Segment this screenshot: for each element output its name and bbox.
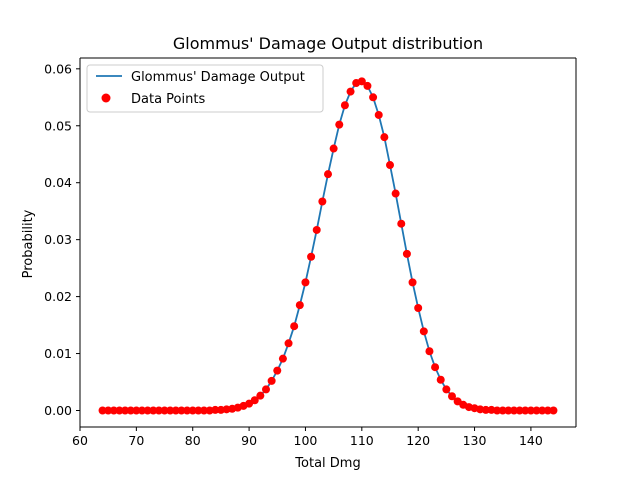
y-tick-label: 0.06 (44, 61, 72, 76)
data-point (414, 303, 423, 312)
data-point (290, 322, 299, 331)
data-point (262, 385, 270, 394)
data-point (397, 219, 406, 228)
data-point (312, 225, 321, 234)
data-point (188, 406, 197, 415)
data-point (515, 406, 524, 415)
data-point (109, 406, 118, 415)
data-point (380, 133, 389, 142)
y-tick-label: 0.03 (44, 232, 72, 247)
data-point (329, 144, 338, 153)
data-point (138, 406, 146, 415)
data-point (549, 406, 558, 415)
y-tick-label: 0.02 (44, 289, 72, 304)
data-point (504, 406, 513, 415)
data-point (160, 406, 169, 415)
y-tick-label: 0.00 (44, 403, 72, 418)
x-tick-label: 70 (128, 433, 144, 448)
data-point (425, 347, 434, 356)
data-point (363, 81, 372, 90)
data-point (532, 406, 541, 415)
data-point (307, 252, 316, 261)
data-point (183, 406, 192, 415)
data-point (521, 406, 530, 415)
data-point (211, 405, 220, 414)
data-point (177, 406, 186, 415)
data-point (149, 406, 158, 415)
legend-box (86, 64, 324, 113)
data-point (143, 406, 152, 415)
data-point (250, 396, 259, 405)
data-point (481, 405, 490, 414)
plot-background (80, 58, 576, 427)
x-tick-label: 130 (463, 433, 487, 448)
data-point (526, 406, 535, 415)
x-tick-label: 90 (241, 433, 257, 448)
data-point (335, 120, 344, 129)
y-axis-label: Probability (21, 209, 36, 278)
data-point (132, 406, 141, 415)
data-point (273, 366, 282, 375)
data-point (402, 249, 411, 258)
legend: Glommus' Damage Output Data Points (86, 64, 324, 113)
data-point (431, 363, 440, 372)
plot-area (79, 57, 577, 428)
data-point (256, 391, 265, 400)
data-point (419, 327, 428, 336)
data-point (510, 406, 518, 415)
scatter-series-data-points (98, 77, 558, 415)
data-point (301, 278, 310, 287)
x-tick-label: 120 (406, 433, 430, 448)
data-point (121, 406, 130, 415)
data-point (295, 301, 304, 310)
data-point (543, 406, 552, 415)
legend-label: Glommus' Damage Output (131, 70, 305, 85)
y-tick-label: 0.04 (44, 175, 72, 190)
x-tick-label: 140 (519, 433, 543, 448)
x-tick-label: 80 (185, 433, 201, 448)
data-point (194, 406, 203, 415)
data-point (340, 101, 349, 110)
data-point (357, 77, 366, 86)
data-point (115, 406, 124, 415)
data-point (104, 406, 113, 415)
x-tick-label: 100 (294, 433, 318, 448)
y-tick-label: 0.01 (44, 346, 72, 361)
data-point (493, 406, 502, 415)
x-tick-label: 110 (350, 433, 374, 448)
data-point (267, 376, 276, 385)
x-tick-label: 60 (72, 433, 88, 448)
data-point (318, 197, 327, 206)
data-point (98, 406, 107, 415)
data-point (391, 189, 400, 198)
y-tick-label: 0.05 (44, 118, 72, 133)
y-axis: 0.00 0.01 0.02 0.03 0.04 0.05 0.06 (44, 61, 80, 418)
data-point (166, 406, 175, 415)
data-point (374, 110, 383, 119)
data-point (154, 406, 163, 415)
data-point (284, 339, 293, 348)
chart-title: Glommus' Damage Output distribution (173, 34, 483, 53)
x-axis: 60 70 80 90 100 110 120 130 140 (72, 427, 543, 448)
x-axis-label: Total Dmg (294, 456, 360, 471)
data-point (346, 87, 355, 96)
data-point (498, 406, 507, 415)
data-point (200, 406, 208, 415)
data-point (369, 93, 378, 102)
data-point (538, 406, 547, 415)
data-point (386, 161, 394, 170)
data-point (278, 354, 287, 363)
legend-label: Data Points (131, 92, 205, 107)
data-point (408, 278, 417, 287)
data-point (324, 170, 332, 179)
data-point (171, 406, 180, 415)
data-point (126, 406, 135, 415)
data-point (436, 375, 445, 384)
legend-marker-swatch (101, 93, 111, 103)
data-point (442, 385, 451, 394)
data-point (448, 392, 456, 401)
